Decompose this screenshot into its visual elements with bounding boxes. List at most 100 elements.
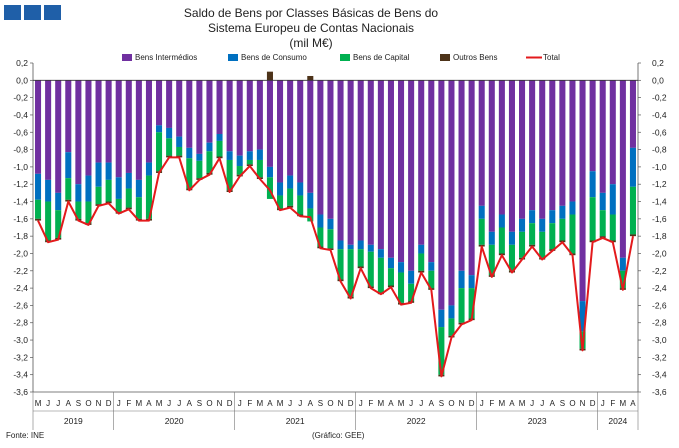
logo-block [24,5,41,20]
x-tick-label: J [601,399,605,408]
year-label: 2021 [286,416,305,426]
bar-segment [357,249,364,267]
bar-segment [549,210,556,224]
y-tick-label-right: -1,4 [652,197,667,207]
bar-segment [115,177,122,199]
x-tick-label: A [66,399,72,408]
bar-segment [438,80,445,310]
bar-segment [398,262,405,273]
bar-segment [559,80,566,206]
bar-segment [448,80,455,306]
x-tick-label: D [348,399,354,408]
chart-title-line-2: Sistema Europeu de Contas Nacionais [208,21,414,35]
y-tick-label-left: -0,2 [13,93,28,103]
bar-segment [145,175,152,219]
bar-segment [236,80,243,156]
x-tick-label: M [499,399,506,408]
bar-segment [519,231,526,258]
x-tick-label: J [298,399,302,408]
bar-segment [619,270,626,289]
bar-segment [75,201,82,219]
legend-swatch [440,54,450,61]
bar-segment [468,288,475,319]
legend-label: Bens Intermédios [135,53,197,62]
bar-segment [196,153,203,161]
bar-segment [539,80,546,219]
y-tick-label-left: -3,6 [13,387,28,397]
bar-segment [569,201,576,215]
bar-segment [488,231,495,245]
y-tick-label-right: 0,0 [652,75,664,85]
x-tick-label: J [117,399,121,408]
bar-segment [367,244,374,252]
x-tick-label: M [519,399,526,408]
x-tick-label: D [106,399,112,408]
total-line [37,156,634,378]
y-tick-label-left: -2,6 [13,300,28,310]
bar-segment [619,257,626,271]
bar-segment [55,80,62,193]
y-tick-label-left: -1,0 [13,162,28,172]
bar-segment [166,127,173,139]
plot-area: 0,2 0,2 0,0 0,0 -0,2 -0,2 -0,4 -0,4 -0,6 -0,6 -0,8… [13,58,667,430]
bar-segment [307,208,314,222]
bar-segment [95,162,102,187]
bar-segment [599,80,606,193]
x-tick-label: J [419,399,423,408]
x-tick-label: F [610,399,615,408]
bar-segment [186,147,193,159]
bar-segment [277,195,284,209]
bar-segment [347,249,354,297]
bar-segment [65,80,72,153]
bar-segment [297,80,304,183]
bar-segment [529,80,536,211]
bar-segment [297,182,304,196]
bar-segment [508,80,515,232]
x-tick-label: A [429,399,435,408]
x-tick-label: O [206,399,212,408]
bar-segment [398,80,405,263]
year-label: 2023 [528,416,547,426]
bar-segment [236,155,243,167]
bar-segment [519,218,526,232]
bar-segment [85,201,92,224]
bar-segment [367,251,374,287]
bar-segment [55,210,62,238]
bar-segment [256,80,263,150]
bar-segment [65,152,72,179]
bar-segment [85,175,92,202]
y-tick-label-left: 0,2 [16,58,28,68]
bar-segment [569,214,576,254]
x-tick-label: J [530,399,534,408]
bar-segment [166,138,173,156]
bar-segment [468,80,475,276]
bar-segment [498,227,505,254]
bar-segment [468,275,475,289]
bar-segment [448,318,455,336]
x-tick-label: J [167,399,171,408]
legend-label: Bens de Capital [353,53,410,62]
bar-segment [599,192,606,211]
x-tick-label: M [398,399,405,408]
bar-segment [448,305,455,319]
x-tick-label: O [569,399,575,408]
bar-segment [55,192,62,211]
x-tick-label: A [550,399,556,408]
bar-segment [156,132,163,172]
chart-title-line-3: (mil M€) [289,36,332,50]
bar-segment [266,166,273,178]
bar-segment [387,80,394,258]
y-tick-label-right: -2,4 [652,283,667,293]
bar-segment [297,195,304,215]
x-tick-label: S [439,399,444,408]
bar-segment [135,80,142,180]
bar-segment [196,160,203,179]
y-tick-label-right: -1,8 [652,231,667,241]
x-tick-label: A [388,399,394,408]
bar-segment [156,125,163,133]
footer-credit: (Gráfico: GEE) [312,431,365,440]
legend-label: Bens de Consumo [241,53,307,62]
y-tick-label-right: -2,2 [652,266,667,276]
bar-segment [408,270,415,284]
x-tick-label: S [76,399,81,408]
